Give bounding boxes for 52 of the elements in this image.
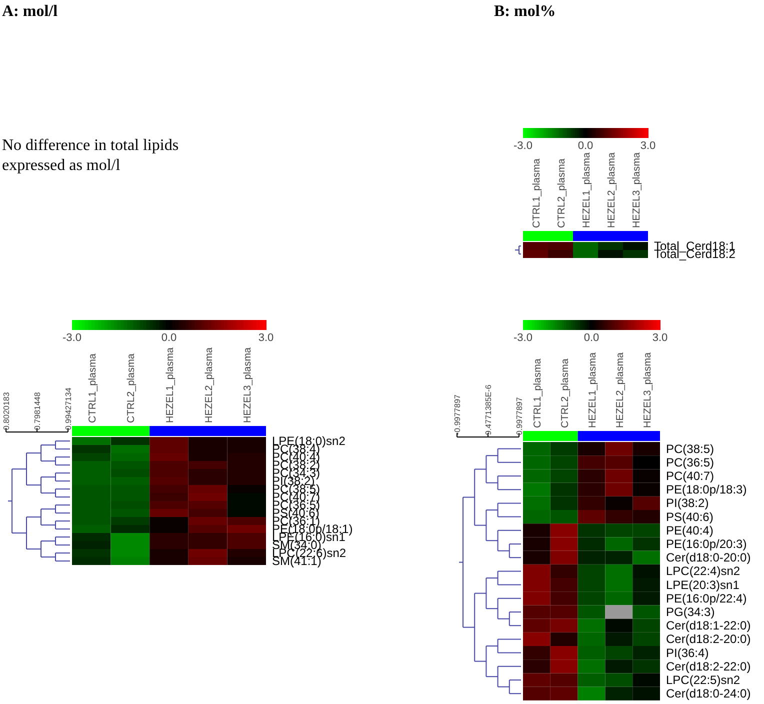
x-tick-label: HEZEL1_plasma	[165, 346, 176, 423]
y-tick-label: LPE(20:3)sn1	[666, 578, 740, 592]
x-tick-label: HEZEL1_plasma	[588, 352, 598, 428]
x-tick-label: HEZEL3_plasma	[632, 152, 642, 228]
y-tick-label: PE(40:4)	[666, 523, 714, 538]
x-tick-label: CTRL2_plasma	[556, 158, 568, 228]
text: 0.7981448	[33, 392, 42, 430]
color-bar-label: 0.0	[161, 332, 177, 344]
color-bar-label: -3.0	[514, 332, 532, 344]
y-tick-label: PE(16:0p/20:3)	[666, 537, 747, 551]
y-tick-label: PC(38:5)	[666, 442, 714, 456]
y-tick-label: PC(36:5)	[666, 455, 714, 470]
y-tick-label: Cer(d18:0-20:0)	[666, 550, 751, 565]
chart-subtitle: No difference in total lipids expressed as mol/l	[2, 137, 179, 174]
x-tick-label: CTRL2_plasma	[126, 353, 138, 423]
y-tick-label: PG(34:3)	[666, 605, 715, 619]
y-tick-label: PC(40:7)	[666, 469, 714, 483]
text: 0.9977897	[515, 396, 524, 435]
color-bar-label: 3.0	[652, 332, 668, 344]
x-tick-label: HEZEL2_plasma	[204, 346, 215, 423]
x-tick-label: HEZEL1_plasma	[582, 152, 592, 228]
y-tick-label: PI(36:4)	[666, 646, 709, 660]
y-tick-label: PE(18:0p/18:3)	[666, 482, 747, 497]
text: 0.99427134	[64, 387, 73, 430]
x-tick-label: CTRL1_plasma	[532, 358, 544, 428]
y-tick-label: PI(38:2)	[666, 496, 709, 510]
y-tick-label: Cer(d18:2-22:0)	[666, 659, 751, 674]
color-bar-label: -3.0	[62, 332, 82, 344]
x-tick-label: CTRL1_plasma	[87, 353, 98, 423]
y-tick-label: LPC(22:5)sn2	[666, 673, 740, 687]
color-bar-label: 3.0	[258, 332, 274, 344]
text: -0.9977897	[453, 394, 462, 435]
chart-title: B: mol%	[494, 3, 556, 20]
x-tick-label: CTRL2_plasma	[560, 358, 572, 428]
x-tick-label: HEZEL3_plasma	[642, 352, 654, 428]
x-tick-label: CTRL1_plasma	[532, 158, 542, 228]
text: 9.4771385E-6	[484, 384, 493, 435]
y-tick-label: LPC(22:4)sn2	[666, 564, 740, 578]
color-bar-label: 3.0	[640, 140, 656, 152]
x-tick-label: HEZEL3_plasma	[242, 346, 254, 423]
chart-title: A: mol/l	[2, 3, 58, 20]
y-tick-label: PS(40:6)	[666, 510, 714, 524]
x-tick-label: HEZEL2_plasma	[606, 152, 618, 228]
text: 0.8020183	[2, 392, 11, 430]
x-tick-label: HEZEL2_plasma	[614, 352, 626, 428]
color-bar-label: 0.0	[584, 332, 600, 344]
y-tick-label: Cer(d18:1-22:0)	[666, 618, 751, 633]
y-tick-label: Cer(d18:2-20:0)	[666, 632, 751, 646]
y-tick-label: Cer(d18:0-24:0)	[666, 686, 751, 701]
color-bar-label: 0.0	[578, 140, 594, 152]
y-tick-label: PE(16:0p/22:4)	[666, 591, 747, 606]
color-bar-label: -3.0	[514, 140, 532, 152]
